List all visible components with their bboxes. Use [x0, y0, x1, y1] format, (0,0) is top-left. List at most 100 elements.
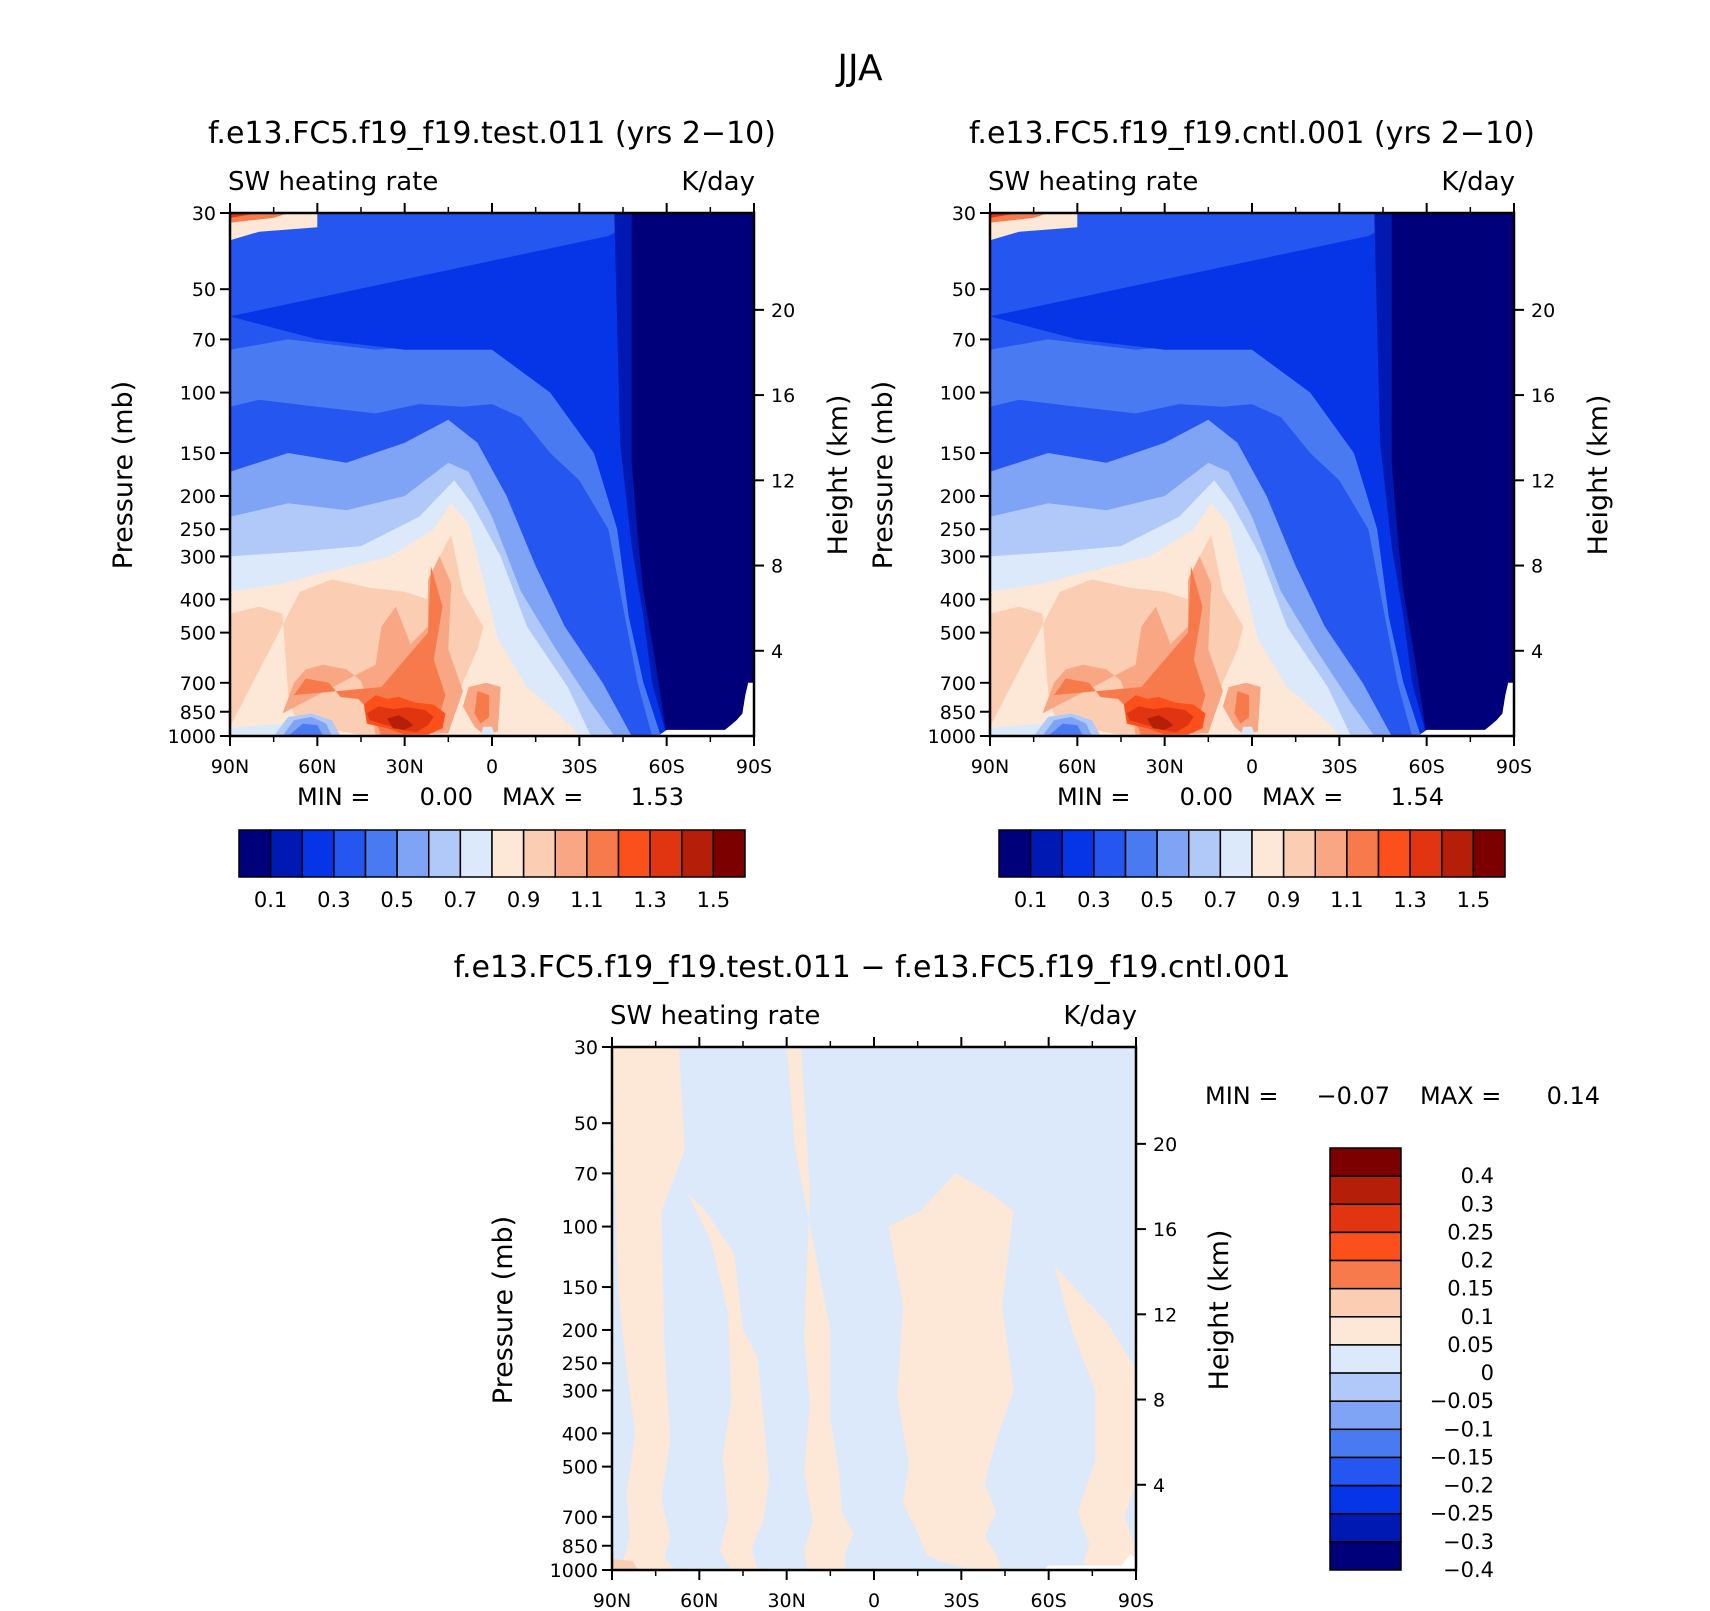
x-tick-label: 30S	[1321, 756, 1357, 778]
y-tick-label: 70	[574, 1163, 598, 1185]
y2-tick-label: 4	[1153, 1475, 1165, 1497]
colorbar-box	[333, 829, 367, 878]
x-tick-label: 90N	[593, 1590, 631, 1611]
colorbar-box	[1329, 1259, 1402, 1290]
y-tick-label: 300	[180, 546, 216, 568]
colorbar-label: 0.2	[1461, 1249, 1494, 1273]
colorbar-box	[1188, 829, 1222, 878]
units-label: K/day	[681, 167, 755, 197]
y2-tick-label: 8	[771, 556, 783, 578]
min-value: 0.00	[420, 783, 473, 811]
colorbar-label: −0.3	[1443, 1530, 1494, 1554]
y-tick-label: 300	[940, 546, 976, 568]
y-tick-label: 1000	[168, 726, 216, 748]
missing-data-mask	[1417, 682, 1514, 736]
panel-control: f.e13.FC5.f19_f19.cntl.001 (yrs 2−10) SW…	[868, 116, 1614, 912]
y-tick-label: 50	[952, 279, 976, 301]
max-label: MAX =	[1262, 783, 1343, 811]
contour-band	[687, 1193, 770, 1570]
colorbar-label: 0.3	[1461, 1192, 1494, 1216]
y-axis-label: Pressure (mb)	[868, 381, 899, 569]
max-label: MAX =	[1420, 1082, 1501, 1110]
contour-band	[1054, 566, 1206, 736]
colorbar-box	[396, 829, 430, 878]
y-tick-label: 250	[940, 519, 976, 541]
min-value: 0.00	[1180, 783, 1233, 811]
colorbar-box	[1329, 1372, 1402, 1402]
colorbar-label: −0.1	[1443, 1417, 1494, 1441]
colorbar-label: 0.3	[317, 888, 350, 912]
y2-tick-label: 4	[1531, 641, 1543, 663]
y-tick-label: 700	[180, 673, 216, 695]
contour-band	[1147, 715, 1174, 730]
contour-band	[1391, 213, 1514, 736]
x-tick-label: 0	[486, 756, 498, 778]
x-tick-label: 60N	[298, 756, 336, 778]
y-tick-label: 30	[952, 203, 976, 225]
colorbar-box	[1472, 829, 1506, 878]
colorbar-box	[1329, 1287, 1402, 1318]
colorbar-box	[1329, 1400, 1402, 1431]
colorbar-label: 0	[1481, 1361, 1494, 1385]
colorbar-label: 1.3	[1393, 888, 1426, 912]
colorbar-label: 1.3	[633, 888, 666, 912]
contour-band	[288, 723, 324, 736]
min-value: −0.07	[1316, 1082, 1390, 1110]
y-tick-label: 250	[562, 1353, 598, 1375]
colorbar-box	[1409, 829, 1443, 878]
y-tick-label: 500	[180, 623, 216, 645]
x-tick-label: 90S	[736, 756, 772, 778]
colorbar-box	[1124, 829, 1158, 878]
colorbar-box	[649, 829, 683, 878]
colorbar-box	[522, 829, 556, 878]
contour-band	[612, 1047, 685, 1570]
colorbar-label: −0.2	[1443, 1474, 1494, 1498]
colorbar-label: 1.1	[570, 888, 603, 912]
colorbar-label: 0.9	[1267, 888, 1300, 912]
x-tick-label: 90S	[1118, 1590, 1154, 1611]
contour-band	[1048, 723, 1084, 736]
colorbar-box	[1441, 829, 1475, 878]
panel-title: f.e13.FC5.f19_f19.test.011 − f.e13.FC5.f…	[454, 950, 1291, 985]
y-axis-label: Pressure (mb)	[488, 1216, 519, 1404]
colorbar-box	[1329, 1175, 1402, 1206]
colorbar-box	[1329, 1484, 1402, 1515]
colorbar-box	[269, 829, 303, 878]
y2-tick-label: 8	[1153, 1390, 1165, 1412]
x-tick-label: 60S	[1409, 756, 1445, 778]
y-tick-label: 100	[940, 383, 976, 405]
y-tick-label: 70	[192, 329, 216, 351]
colorbar-box	[301, 829, 335, 878]
colorbar-box	[1219, 829, 1253, 878]
y-tick-label: 1000	[550, 1560, 598, 1582]
x-tick-label: 30S	[943, 1590, 979, 1611]
variable-label: SW heating rate	[988, 167, 1198, 197]
colorbar-label: 0.5	[1140, 888, 1173, 912]
colorbar-box	[1329, 1344, 1402, 1374]
y-tick-label: 700	[940, 673, 976, 695]
y2-tick-label: 20	[1153, 1134, 1177, 1156]
colorbar-box	[238, 829, 272, 878]
contour-band	[612, 1559, 639, 1570]
x-tick-label: 30N	[1145, 756, 1183, 778]
y-tick-label: 100	[562, 1217, 598, 1239]
x-tick-label: 60S	[1031, 1590, 1067, 1611]
units-label: K/day	[1441, 167, 1515, 197]
colorbar-box	[586, 829, 620, 878]
colorbar-label: 0.5	[380, 888, 413, 912]
colorbar-box	[1329, 1456, 1402, 1487]
y-tick-label: 850	[940, 702, 976, 724]
contour-band	[474, 691, 490, 724]
variable-label: SW heating rate	[610, 1001, 820, 1031]
colorbar-label: 0.05	[1447, 1333, 1494, 1357]
colorbar-label: 0.1	[1461, 1305, 1494, 1329]
contour-band	[631, 213, 754, 736]
x-tick-label: 90N	[971, 756, 1009, 778]
units-label: K/day	[1063, 1001, 1137, 1031]
y-tick-label: 150	[562, 1277, 598, 1299]
colorbar-label: −0.4	[1443, 1558, 1494, 1582]
colorbar-box	[998, 829, 1032, 878]
colorbar-box	[491, 829, 525, 878]
colorbar-label: 0.9	[507, 888, 540, 912]
contour-field	[230, 213, 754, 736]
